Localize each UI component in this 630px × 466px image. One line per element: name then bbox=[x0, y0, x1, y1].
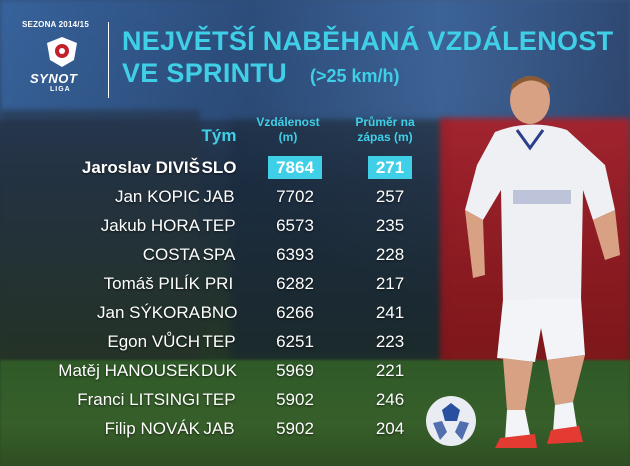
distance-value: 5902 bbox=[276, 390, 314, 409]
distance-value: 5969 bbox=[276, 361, 314, 380]
player-name: Jan SÝKORA bbox=[97, 303, 200, 322]
team-code: BNO bbox=[200, 303, 238, 322]
average-value: 257 bbox=[375, 187, 405, 206]
table-row: Jan KOPIC JAB 7702 257 bbox=[0, 183, 630, 210]
header-divider bbox=[108, 22, 109, 98]
column-header-team: Tým bbox=[201, 126, 237, 145]
player-name: Tomáš PILÍK bbox=[103, 274, 200, 293]
table-row: Jan SÝKORA BNO 6266 241 bbox=[0, 299, 630, 326]
team-code: TEP bbox=[202, 332, 236, 351]
player-name: Matěj HANOUSEK bbox=[58, 361, 200, 380]
team-code: TEP bbox=[202, 390, 236, 409]
title-line-1: NEJVĚTŠÍ NABĚHANÁ VZDÁLENOST bbox=[122, 26, 614, 56]
table-row: Jakub HORA TEP 6573 235 bbox=[0, 212, 630, 239]
average-value: 221 bbox=[375, 361, 405, 380]
table-row: Tomáš PILÍK PRI 6282 217 bbox=[0, 270, 630, 297]
average-value: 228 bbox=[375, 245, 405, 264]
team-code: PRI bbox=[204, 274, 234, 293]
team-code: JAB bbox=[203, 187, 235, 206]
team-code: SLO bbox=[201, 158, 237, 177]
synot-liga-badge-icon bbox=[47, 37, 77, 67]
player-name: Jan KOPIC bbox=[114, 187, 200, 206]
team-code: JAB bbox=[203, 419, 235, 438]
player-name: Filip NOVÁK bbox=[104, 419, 200, 438]
background-left bbox=[0, 110, 200, 370]
season-label: SEZONA 2014/15 bbox=[22, 20, 89, 29]
player-name: Jakub HORA bbox=[100, 216, 200, 235]
average-value: 223 bbox=[375, 332, 405, 351]
team-code: TEP bbox=[202, 216, 236, 235]
logo-text: SYNOT bbox=[30, 71, 78, 86]
distance-value: 6266 bbox=[276, 303, 314, 322]
average-value: 217 bbox=[375, 274, 405, 293]
logo-subtext: LIGA bbox=[50, 86, 71, 93]
title-subtitle: (>25 km/h) bbox=[310, 66, 400, 86]
table-row: Franci LITSINGI TEP 5902 246 bbox=[0, 386, 630, 413]
average-value: 246 bbox=[375, 390, 405, 409]
player-photo bbox=[465, 76, 620, 448]
table-row: Egon VŮCH TEP 6251 223 bbox=[0, 328, 630, 355]
distance-value: 6282 bbox=[276, 274, 314, 293]
player-name: Egon VŮCH bbox=[107, 332, 200, 351]
average-value: 204 bbox=[375, 419, 405, 438]
distance-value: 7864 bbox=[268, 156, 322, 179]
average-value: 235 bbox=[375, 216, 405, 235]
background-banner-dark bbox=[230, 120, 450, 360]
table-row: Filip NOVÁK JAB 5902 204 bbox=[0, 415, 630, 442]
column-header-distance: Vzdálenost (m) bbox=[256, 115, 320, 144]
distance-value: 6251 bbox=[276, 332, 314, 351]
player-name: COSTA bbox=[142, 245, 200, 264]
table-row: Matěj HANOUSEK DUK 5969 221 bbox=[0, 357, 630, 384]
distance-value: 6573 bbox=[276, 216, 314, 235]
table-row: Jaroslav DIVIŠ SLO 7864 271 bbox=[0, 154, 630, 181]
column-header-average: Průměr na zápas (m) bbox=[355, 115, 415, 144]
distance-value: 7702 bbox=[276, 187, 314, 206]
football-icon bbox=[426, 396, 476, 446]
player-name: Jaroslav DIVIŠ bbox=[81, 158, 200, 177]
team-code: DUK bbox=[201, 361, 237, 380]
title-line-2: VE SPRINTU bbox=[122, 58, 288, 88]
average-value: 271 bbox=[368, 156, 412, 179]
average-value: 241 bbox=[375, 303, 405, 322]
distance-value: 5902 bbox=[276, 419, 314, 438]
team-code: SPA bbox=[202, 245, 236, 264]
table-row: COSTA SPA 6393 228 bbox=[0, 241, 630, 268]
player-name: Franci LITSINGI bbox=[77, 390, 200, 409]
distance-value: 6393 bbox=[276, 245, 314, 264]
